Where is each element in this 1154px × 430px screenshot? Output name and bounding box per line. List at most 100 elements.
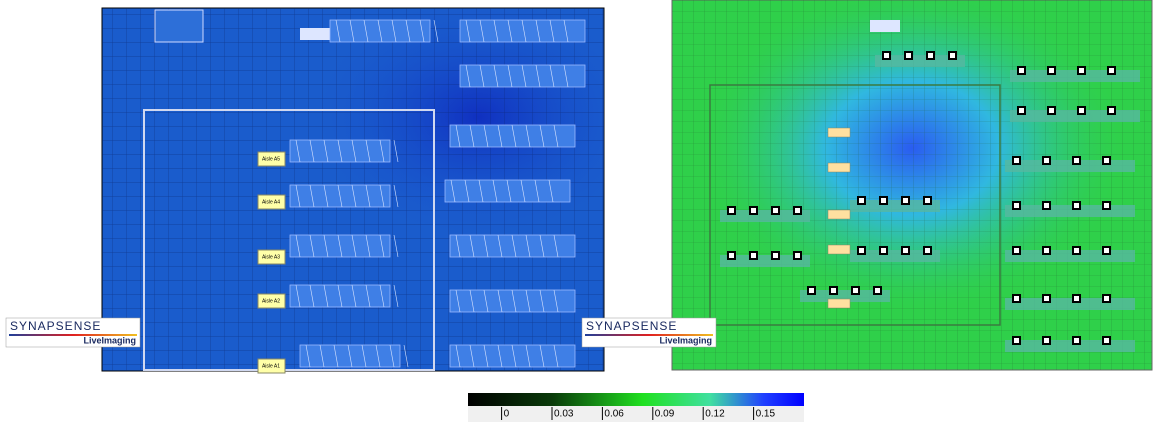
sensor bbox=[857, 196, 866, 205]
rack-row bbox=[1005, 340, 1135, 352]
sensor bbox=[1047, 66, 1056, 75]
rack-divider bbox=[497, 289, 503, 313]
logo-brand: SYNAPSENSE bbox=[586, 319, 677, 333]
rack-divider bbox=[333, 344, 339, 368]
rack-divider bbox=[455, 124, 461, 148]
aisle-label: Aisle A2 bbox=[262, 298, 280, 304]
rack-divider bbox=[539, 344, 545, 368]
sensor bbox=[1012, 294, 1021, 303]
rack-divider bbox=[539, 234, 545, 258]
rack-divider bbox=[389, 344, 395, 368]
rack-divider bbox=[539, 289, 545, 313]
sensor bbox=[1077, 66, 1086, 75]
rack-row bbox=[1005, 298, 1135, 310]
logo-product: LiveImaging bbox=[659, 335, 712, 345]
colorbar-tick-label: 0.03 bbox=[554, 409, 574, 420]
rack-divider bbox=[553, 344, 559, 368]
room-wall bbox=[143, 109, 435, 371]
rack-divider bbox=[305, 344, 311, 368]
rack-divider bbox=[534, 179, 540, 203]
rack-divider bbox=[391, 19, 397, 43]
sensor bbox=[1102, 246, 1111, 255]
sensor bbox=[882, 51, 891, 60]
rack-divider bbox=[361, 344, 367, 368]
rack-divider bbox=[497, 344, 503, 368]
rack-divider bbox=[337, 284, 343, 308]
rack-row bbox=[449, 124, 576, 148]
rack-divider bbox=[455, 344, 461, 368]
sensor bbox=[749, 206, 758, 215]
rack-divider bbox=[539, 124, 545, 148]
sensor bbox=[879, 196, 888, 205]
aisle-label-box bbox=[257, 194, 286, 210]
rack-divider bbox=[483, 124, 489, 148]
rack-row bbox=[800, 290, 890, 302]
sensor bbox=[793, 251, 802, 260]
rack-divider bbox=[319, 344, 325, 368]
rack-divider bbox=[323, 234, 329, 258]
rack-divider bbox=[295, 184, 301, 208]
sensor bbox=[1077, 106, 1086, 115]
sensor bbox=[793, 206, 802, 215]
sensor bbox=[749, 251, 758, 260]
rack-divider bbox=[478, 179, 484, 203]
sensor bbox=[948, 51, 957, 60]
rack-divider bbox=[548, 179, 554, 203]
aisle-label: Aisle A5 bbox=[262, 156, 280, 162]
rack-divider bbox=[469, 289, 475, 313]
sensor bbox=[851, 286, 860, 295]
sensor bbox=[1102, 336, 1111, 345]
aisle-label-box bbox=[827, 127, 851, 138]
colorbar-gradient bbox=[468, 393, 804, 406]
rack-divider bbox=[483, 234, 489, 258]
rack-divider bbox=[455, 289, 461, 313]
rack-divider bbox=[535, 64, 541, 88]
rack-divider bbox=[553, 289, 559, 313]
rack-divider bbox=[511, 344, 517, 368]
rack-divider bbox=[347, 344, 353, 368]
sensor bbox=[1102, 201, 1111, 210]
logo-box bbox=[581, 317, 717, 348]
aisle-label-box bbox=[257, 249, 286, 265]
sensor bbox=[1107, 66, 1116, 75]
rack-divider bbox=[479, 64, 485, 88]
rack-divider bbox=[483, 344, 489, 368]
colorbar: 0 0.03 0.06 0.09 0.12 0.15 bbox=[468, 393, 804, 422]
sensor bbox=[926, 51, 935, 60]
rack-row bbox=[449, 344, 576, 368]
rack-divider bbox=[393, 284, 399, 308]
sensor bbox=[1072, 201, 1081, 210]
rack-row bbox=[1010, 110, 1140, 122]
right-heatmap bbox=[671, 0, 1153, 371]
sensor bbox=[1102, 294, 1111, 303]
rack-divider bbox=[323, 284, 329, 308]
colorbar-tick-label: 0.15 bbox=[756, 409, 776, 420]
rack-divider bbox=[393, 234, 399, 258]
rack-row bbox=[850, 200, 940, 212]
rack-divider bbox=[379, 139, 385, 163]
aisle-label: Aisle A4 bbox=[262, 199, 280, 205]
rack-divider bbox=[497, 124, 503, 148]
rack-divider bbox=[464, 179, 470, 203]
aisle-label: Aisle A1 bbox=[262, 363, 280, 369]
rack-divider bbox=[507, 64, 513, 88]
rack-divider bbox=[295, 284, 301, 308]
rack-divider bbox=[405, 19, 411, 43]
colorbar-tick-label: 0.12 bbox=[705, 409, 725, 420]
aisle-label-box bbox=[827, 244, 851, 255]
sensor bbox=[904, 51, 913, 60]
colorbar-tick-label: 0.09 bbox=[655, 409, 675, 420]
rack-divider bbox=[563, 64, 569, 88]
rack-divider bbox=[525, 234, 531, 258]
rack-divider bbox=[511, 289, 517, 313]
rack-divider bbox=[323, 184, 329, 208]
device bbox=[300, 28, 332, 40]
rack-divider bbox=[553, 234, 559, 258]
aisle-label-box bbox=[827, 209, 851, 220]
sensor bbox=[923, 246, 932, 255]
sensor bbox=[829, 286, 838, 295]
rack-row bbox=[1005, 250, 1135, 262]
rack-divider bbox=[506, 179, 512, 203]
logo-stripe bbox=[9, 334, 137, 336]
